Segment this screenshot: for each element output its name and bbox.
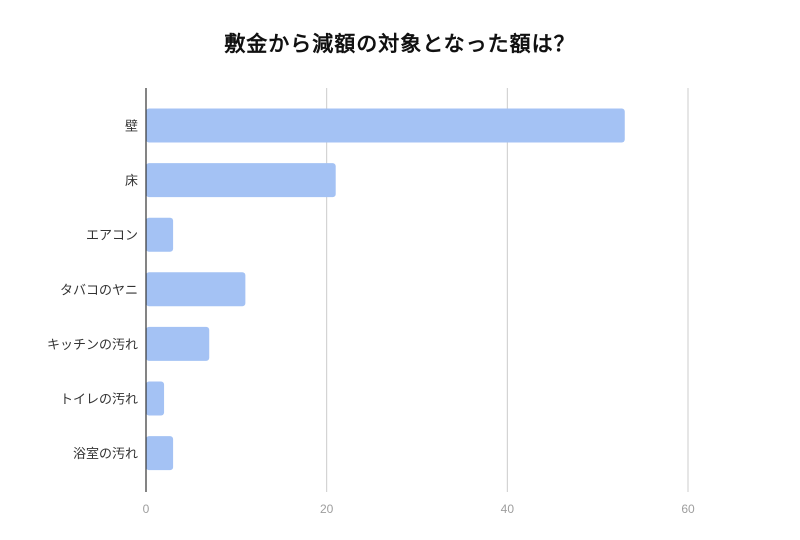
bar — [146, 381, 165, 416]
category-label: 浴室の汚れ — [73, 446, 138, 462]
bar — [146, 163, 336, 198]
x-tick-label: 60 — [681, 502, 695, 516]
x-tick-label: 0 — [143, 502, 150, 516]
category-label: 床 — [125, 174, 138, 189]
category-label: トイレの汚れ — [60, 393, 138, 408]
bar — [146, 217, 174, 252]
bar — [146, 326, 210, 361]
bar — [146, 272, 246, 307]
bars — [146, 108, 625, 471]
x-tick-label: 40 — [501, 502, 515, 516]
category-label: エアコン — [86, 229, 138, 244]
grid-lines — [326, 88, 689, 492]
x-tick-label: 20 — [320, 502, 334, 516]
category-label: タバコのヤニ — [60, 283, 138, 298]
bar — [146, 108, 625, 143]
category-label: 壁 — [125, 120, 138, 135]
bar — [146, 436, 174, 471]
chart-title: 敷金から減額の対象となった額は？ — [224, 32, 576, 56]
category-label: キッチンの汚れ — [47, 338, 138, 353]
